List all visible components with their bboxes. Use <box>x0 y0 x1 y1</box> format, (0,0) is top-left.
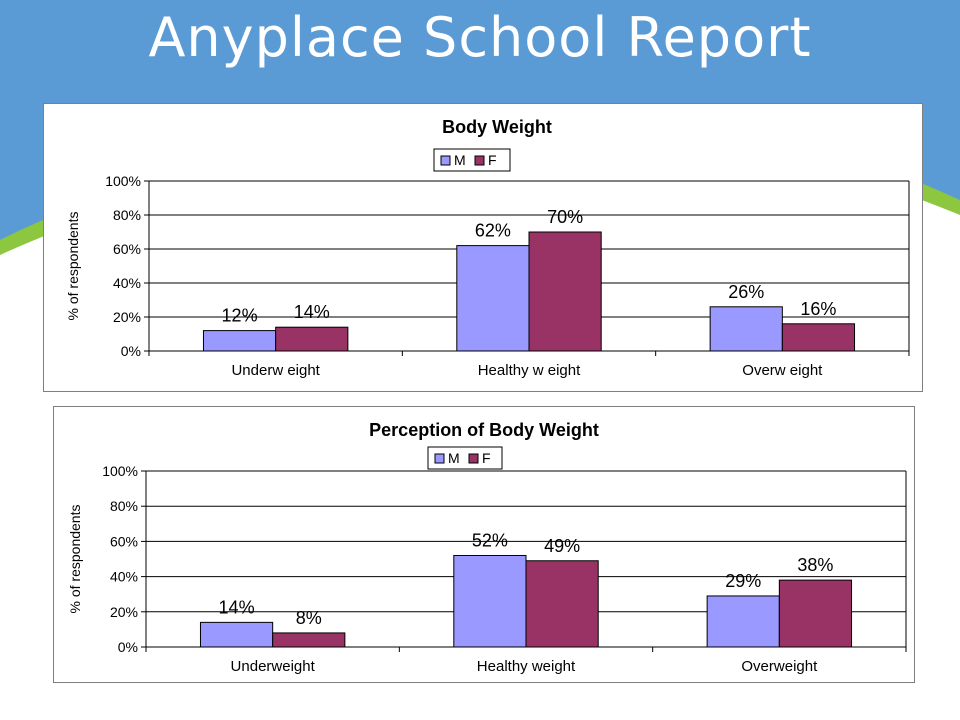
data-label-m: 14% <box>219 597 255 617</box>
y-tick-label: 100% <box>105 173 141 189</box>
slide-title: Anyplace School Report <box>148 6 812 69</box>
data-label-f: 16% <box>800 299 836 319</box>
data-label-m: 52% <box>472 530 508 550</box>
y-tick-label: 60% <box>110 533 138 549</box>
y-axis-title: % of respondents <box>65 212 81 321</box>
legend-label-m: M <box>448 450 460 466</box>
data-label-m: 26% <box>728 282 764 302</box>
perception-chart: Perception of Body Weight M F 0% 20% 40% 60% 80… <box>53 406 915 683</box>
chart-title: Perception of Body Weight <box>369 420 599 440</box>
bar-f <box>525 560 599 648</box>
y-tick-label: 20% <box>113 309 141 325</box>
bar-m <box>706 595 780 648</box>
y-tick-label: 80% <box>110 498 138 514</box>
data-label-f: 8% <box>296 608 322 628</box>
legend-swatch-m <box>434 453 445 464</box>
data-label-f: 70% <box>547 207 583 227</box>
legend-swatch-f <box>474 155 485 166</box>
x-category-label: Overweight <box>741 658 818 675</box>
bar-m <box>202 330 277 352</box>
legend-label-m: M <box>454 152 466 168</box>
y-tick-label: 60% <box>113 241 141 257</box>
x-category-label: Overw eight <box>742 362 823 379</box>
data-label-f: 14% <box>294 302 330 322</box>
legend-label-f: F <box>482 450 491 466</box>
data-label-m: 62% <box>475 221 511 241</box>
bar-m <box>453 554 527 648</box>
x-category-label: Underw eight <box>231 362 320 379</box>
chart-title: Body Weight <box>442 117 552 137</box>
y-tick-label: 80% <box>113 207 141 223</box>
legend-box <box>433 148 511 172</box>
data-label-f: 38% <box>797 555 833 575</box>
y-tick-label: 100% <box>102 463 138 479</box>
y-tick-label: 40% <box>113 275 141 291</box>
x-category-label: Healthy w eight <box>478 362 581 379</box>
x-category-label: Healthy weight <box>477 658 576 675</box>
bar-f <box>781 323 856 352</box>
x-category-label: Underweight <box>231 658 316 675</box>
data-label-m: 12% <box>222 306 258 326</box>
legend-label-f: F <box>488 152 497 168</box>
bar-f <box>778 579 853 648</box>
bar-m <box>456 245 530 352</box>
y-axis-title: % of respondents <box>67 505 83 614</box>
legend-swatch-f <box>468 453 479 464</box>
legend-swatch-m <box>440 155 451 166</box>
bar-m <box>709 306 783 352</box>
y-tick-label: 40% <box>110 569 138 585</box>
legend-box <box>427 446 503 470</box>
bar-m <box>199 621 274 648</box>
body-weight-chart: Body Weight M F 0% 20% 40% 60% 80% 100%% of resp… <box>43 103 923 392</box>
data-label-f: 49% <box>544 536 580 556</box>
y-tick-label: 20% <box>110 604 138 620</box>
bar-f <box>275 326 349 352</box>
y-tick-label: 0% <box>118 639 138 655</box>
bar-f <box>272 632 346 648</box>
y-tick-label: 0% <box>121 343 141 359</box>
bar-f <box>528 231 602 352</box>
data-label-m: 29% <box>725 571 761 591</box>
